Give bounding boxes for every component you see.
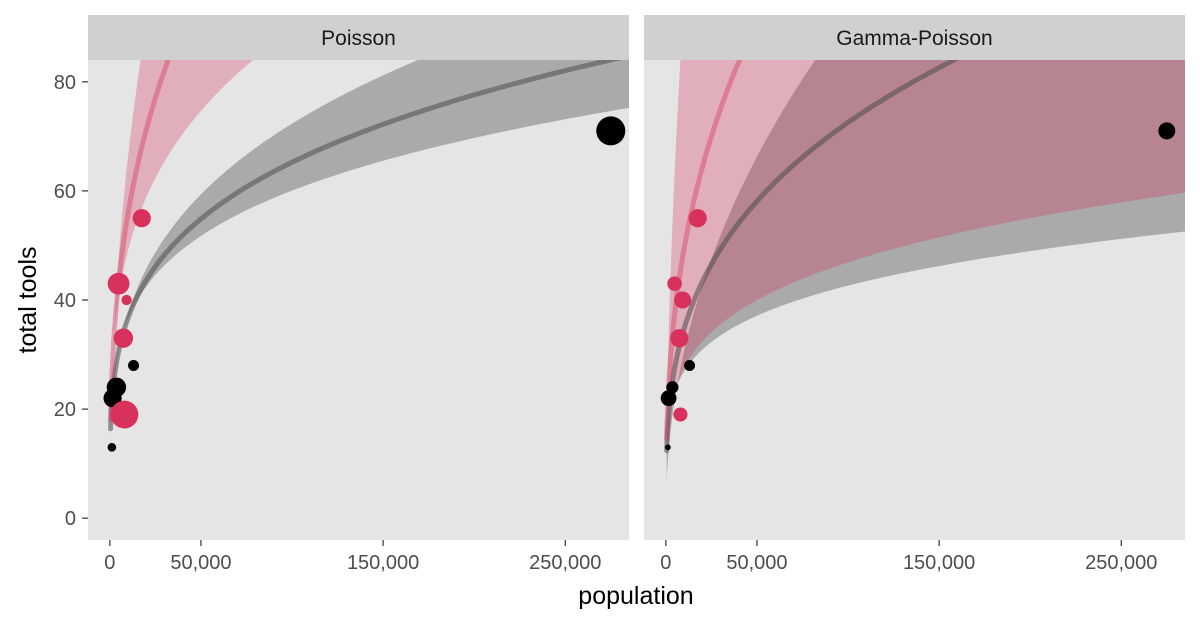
low-contact-mean-line — [664, 60, 960, 454]
x-tick-label: 250,000 — [1085, 552, 1157, 574]
x-tick-label: 50,000 — [170, 552, 231, 574]
high-contact-ribbon — [110, 60, 254, 434]
data-point-low-contact — [660, 390, 677, 407]
low-contact-ribbon — [110, 60, 629, 437]
data-point-low-contact — [665, 444, 671, 451]
data-point-high-contact — [132, 209, 151, 228]
data-point-high-contact — [110, 400, 139, 429]
facet-label: Gamma-Poisson — [836, 27, 992, 50]
high-contact-ribbon — [666, 60, 1185, 447]
x-tick-label: 50,000 — [726, 552, 787, 574]
data-point-low-contact — [1158, 122, 1176, 140]
x-tick-label: 0 — [660, 552, 671, 574]
facet-label: Poisson — [321, 27, 396, 50]
data-point-low-contact — [596, 116, 626, 146]
data-point-high-contact — [667, 276, 682, 291]
point-layer — [660, 122, 1176, 451]
panel-poisson: Poisson 0 50,000 150,000 250,000 — [88, 15, 629, 574]
data-point-low-contact — [106, 377, 127, 397]
x-tick-label: 0 — [104, 552, 115, 574]
ribbon-layer — [110, 60, 629, 437]
data-point-high-contact — [113, 328, 134, 348]
x-axis-title: population — [578, 582, 693, 610]
y-tick-label: 0 — [65, 508, 76, 530]
x-axis: 0 50,000 150,000 250,000 — [660, 540, 1157, 574]
data-point-high-contact — [121, 294, 132, 306]
data-point-low-contact — [128, 359, 140, 371]
data-point-high-contact — [688, 209, 707, 228]
data-point-high-contact — [674, 291, 692, 309]
data-point-low-contact — [684, 359, 696, 371]
y-tick-label: 20 — [54, 399, 76, 421]
x-tick-label: 150,000 — [347, 552, 419, 574]
point-layer — [103, 116, 626, 452]
high-contact-mean-line — [108, 60, 171, 422]
x-tick-label: 250,000 — [529, 552, 601, 574]
data-point-high-contact — [670, 329, 689, 348]
data-point-high-contact — [107, 272, 130, 295]
x-axis: 0 50,000 150,000 250,000 — [104, 540, 601, 574]
y-tick-label: 80 — [54, 72, 76, 94]
facet-strip — [88, 15, 629, 60]
y-axis: 0 20 40 60 80 — [54, 72, 88, 530]
y-tick-label: 40 — [54, 290, 76, 312]
facet-strip — [644, 15, 1185, 60]
panel-gamma-poisson: Gamma-Poisson 0 50,000 150,000 250,000 — [644, 15, 1185, 574]
data-point-low-contact — [666, 381, 679, 394]
y-axis-title: total tools — [14, 246, 42, 353]
y-tick-label: 60 — [54, 181, 76, 203]
x-tick-label: 150,000 — [903, 552, 975, 574]
data-point-low-contact — [107, 442, 117, 452]
data-point-high-contact — [673, 407, 688, 422]
